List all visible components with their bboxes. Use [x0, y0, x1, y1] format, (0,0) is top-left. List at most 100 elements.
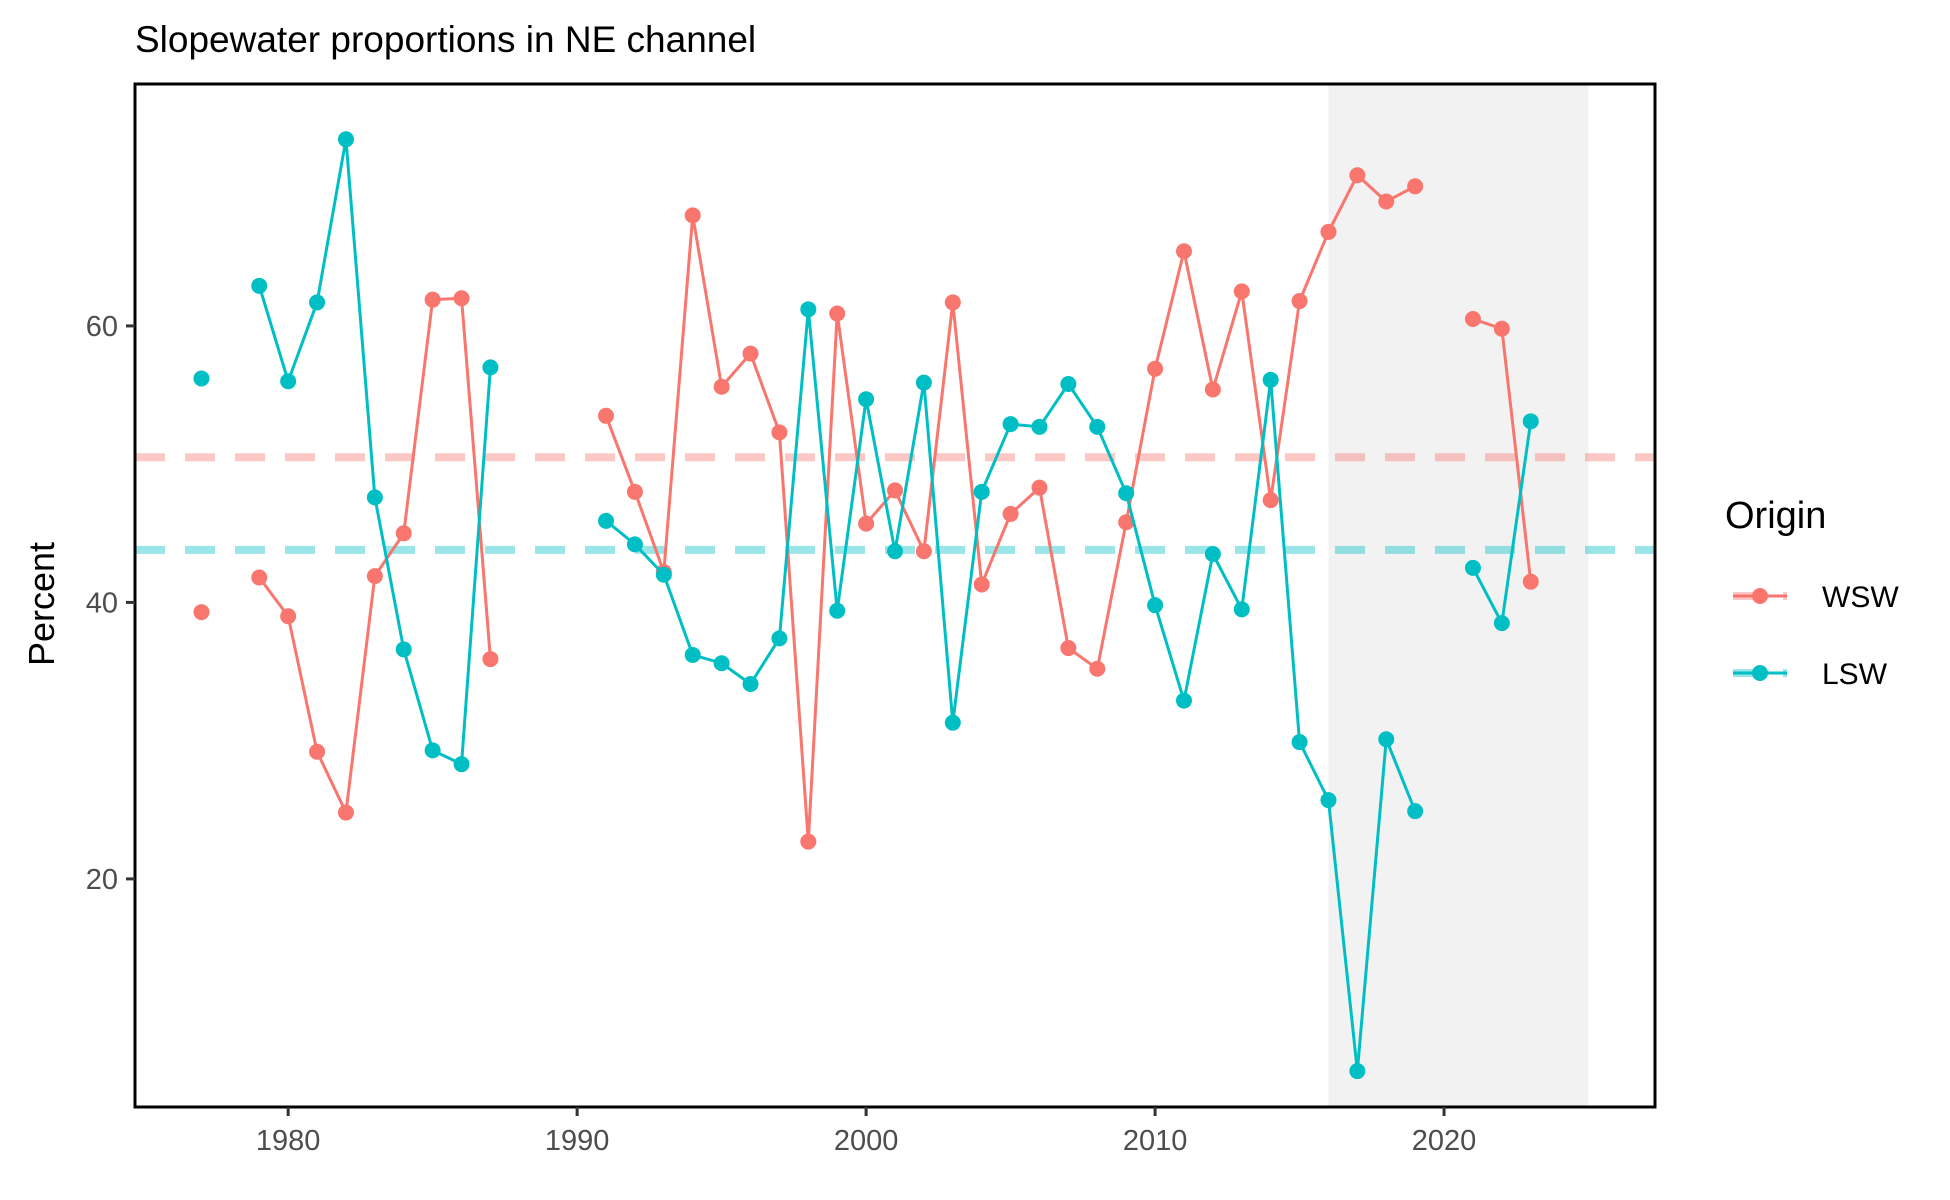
- data-point-wsw: [1378, 193, 1395, 210]
- data-point-lsw: [1464, 559, 1481, 576]
- data-point-lsw: [424, 742, 441, 759]
- data-point-wsw: [193, 604, 210, 621]
- data-point-wsw: [1031, 479, 1048, 496]
- y-tick-label: 20: [86, 864, 118, 896]
- legend-label-wsw: WSW: [1822, 581, 1899, 614]
- data-point-lsw: [1204, 546, 1221, 563]
- data-point-lsw: [771, 630, 788, 647]
- data-point-lsw: [1175, 692, 1192, 709]
- data-point-wsw: [684, 207, 701, 224]
- data-point-wsw: [309, 743, 326, 760]
- data-point-lsw: [193, 370, 210, 387]
- data-point-wsw: [1291, 293, 1308, 310]
- data-point-wsw: [800, 833, 817, 850]
- data-point-lsw: [858, 391, 875, 408]
- legend: Origin WSW LSW: [1725, 495, 1899, 691]
- series-line-wsw: [258, 296, 492, 818]
- data-point-lsw: [1031, 418, 1048, 435]
- data-point-lsw: [1320, 792, 1337, 809]
- data-point-lsw: [251, 277, 268, 294]
- y-tick-label: 40: [86, 587, 118, 619]
- data-point-lsw: [280, 373, 297, 390]
- data-point-wsw: [944, 294, 961, 311]
- data-point-wsw: [1262, 492, 1279, 509]
- data-point-wsw: [251, 569, 268, 586]
- data-point-wsw: [713, 378, 730, 395]
- data-point-lsw: [944, 714, 961, 731]
- data-point-wsw: [280, 608, 297, 625]
- data-point-wsw: [887, 482, 903, 499]
- data-point-lsw: [1378, 731, 1395, 748]
- panel-border: [133, 82, 1657, 1109]
- data-point-lsw: [1089, 418, 1106, 435]
- data-point-wsw: [337, 804, 354, 821]
- data-point-wsw: [482, 651, 499, 668]
- data-point-wsw: [1493, 320, 1510, 337]
- data-point-wsw: [742, 345, 759, 362]
- data-point-wsw: [1118, 514, 1135, 531]
- data-point-wsw: [915, 543, 932, 560]
- data-point-lsw: [1262, 371, 1279, 388]
- legend-marker-wsw: [1752, 588, 1768, 604]
- data-point-wsw: [453, 290, 470, 307]
- data-point-lsw: [973, 483, 990, 500]
- data-point-lsw: [713, 655, 730, 672]
- data-point-lsw: [1147, 597, 1164, 614]
- series-line-lsw: [257, 139, 492, 767]
- data-point-wsw: [1233, 283, 1250, 300]
- legend-label-lsw: LSW: [1822, 658, 1888, 691]
- data-point-lsw: [1349, 1063, 1366, 1080]
- data-point-lsw: [453, 756, 470, 773]
- data-point-wsw: [1204, 381, 1221, 398]
- data-point-lsw: [1233, 601, 1250, 618]
- data-point-lsw: [309, 294, 326, 311]
- data-point-lsw: [915, 374, 932, 391]
- data-point-lsw: [366, 489, 383, 506]
- data-point-lsw: [598, 512, 615, 529]
- y-axis-title: Percent: [21, 542, 62, 666]
- data-point-lsw: [742, 675, 759, 692]
- data-point-lsw: [800, 301, 817, 318]
- data-point-lsw: [655, 566, 672, 583]
- x-tick-label: 2000: [834, 1125, 899, 1157]
- data-point-lsw: [1002, 416, 1019, 433]
- data-point-wsw: [1175, 243, 1192, 260]
- data-point-wsw: [829, 305, 846, 322]
- data-point-wsw: [395, 525, 412, 542]
- data-point-wsw: [598, 407, 615, 424]
- data-point-lsw: [482, 359, 499, 376]
- data-point-lsw: [1060, 375, 1077, 392]
- legend-marker-lsw: [1752, 665, 1768, 681]
- data-point-lsw: [337, 131, 354, 148]
- y-tick-label: 60: [86, 311, 118, 343]
- data-point-lsw: [887, 543, 903, 560]
- data-point-lsw: [1493, 615, 1510, 632]
- data-point-wsw: [1002, 505, 1019, 522]
- data-point-lsw: [1522, 413, 1539, 430]
- shaded-region: [1328, 84, 1589, 1107]
- x-tick-label: 1980: [256, 1125, 321, 1157]
- x-tick-label: 2010: [1123, 1125, 1188, 1157]
- data-point-wsw: [1464, 311, 1481, 328]
- x-tick-label: 2020: [1412, 1125, 1477, 1157]
- data-point-wsw: [1320, 223, 1337, 240]
- data-point-wsw: [366, 568, 383, 585]
- data-point-lsw: [1407, 803, 1424, 820]
- data-point-wsw: [858, 515, 875, 532]
- data-point-wsw: [1349, 167, 1366, 184]
- legend-title: Origin: [1725, 495, 1826, 537]
- data-point-lsw: [1291, 734, 1308, 751]
- chart-title: Slopewater proportions in NE channel: [135, 19, 756, 60]
- data-point-wsw: [626, 483, 643, 500]
- data-point-wsw: [1407, 178, 1424, 195]
- data-point-wsw: [424, 291, 441, 308]
- data-point-wsw: [1060, 640, 1077, 657]
- data-point-lsw: [1118, 485, 1135, 502]
- data-point-wsw: [973, 576, 990, 593]
- data-point-wsw: [1147, 360, 1164, 377]
- x-tick-label: 1990: [545, 1125, 610, 1157]
- data-point-wsw: [1522, 573, 1539, 590]
- data-point-lsw: [829, 602, 846, 619]
